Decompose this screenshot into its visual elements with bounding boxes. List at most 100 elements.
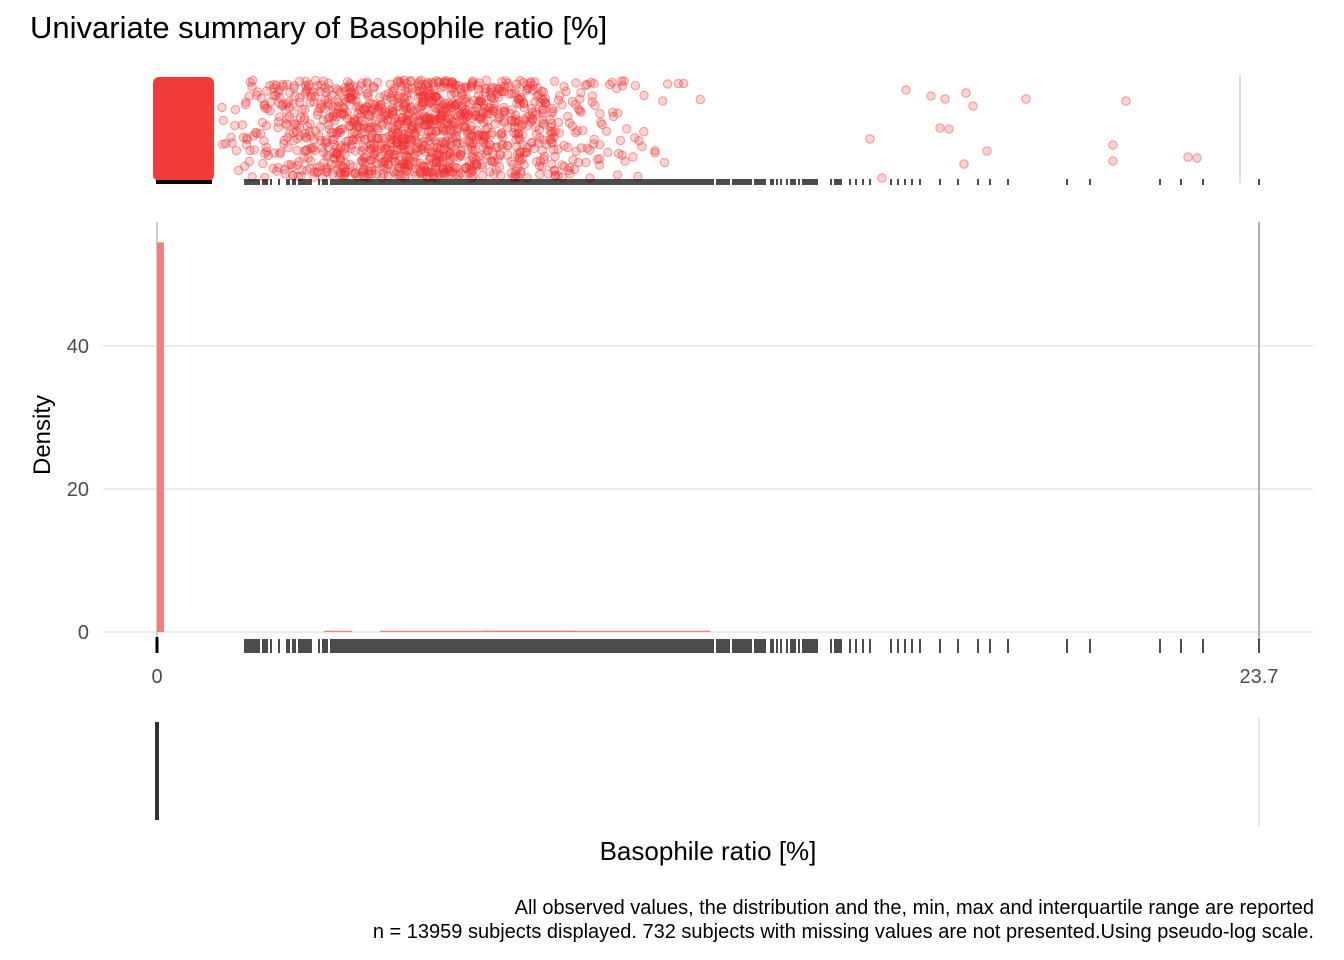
jitter-point <box>349 81 359 91</box>
jitter-point <box>381 143 392 153</box>
jitter-point <box>482 146 492 156</box>
jitter-point <box>451 131 461 141</box>
jitter-point <box>312 110 323 120</box>
jitter-point <box>375 144 386 154</box>
jitter-point <box>324 112 335 122</box>
jitter-point <box>401 86 411 96</box>
jitter-point <box>321 87 331 98</box>
jitter-point <box>476 96 486 106</box>
jitter-point <box>511 129 521 139</box>
jitter-point <box>406 76 416 87</box>
jitter-point <box>474 130 484 141</box>
jitter-point <box>546 128 556 139</box>
jitter-point <box>392 134 402 144</box>
jitter-point <box>452 163 462 173</box>
jitter-point <box>387 87 398 97</box>
jitter-point <box>662 79 673 89</box>
jitter-point <box>611 83 622 94</box>
jitter-point <box>261 142 271 153</box>
jitter-point <box>512 149 522 159</box>
jitter-point <box>961 88 971 98</box>
jitter-point <box>441 139 451 149</box>
jitter-point <box>464 136 474 146</box>
jitter-point <box>414 116 424 127</box>
jitter-point <box>400 129 410 139</box>
jitter-point <box>295 92 305 103</box>
jitter-point <box>511 135 521 145</box>
jitter-point <box>582 143 592 153</box>
jitter-point <box>317 143 327 153</box>
jitter-point <box>539 151 550 162</box>
jitter-point <box>355 132 365 143</box>
jitter-point <box>373 133 384 144</box>
jitter-point <box>301 76 311 87</box>
jitter-point <box>218 115 229 126</box>
jitter-point <box>399 140 409 150</box>
jitter-point <box>959 159 969 169</box>
jitter-point <box>428 113 439 124</box>
jitter-point <box>594 154 605 164</box>
grid-lines <box>103 75 1313 826</box>
jitter-point <box>515 75 526 86</box>
jitter-point <box>436 109 446 120</box>
jitter-point <box>968 101 978 111</box>
jitter-point <box>406 76 416 86</box>
jitter-point <box>301 86 311 97</box>
jitter-point <box>465 98 475 108</box>
jitter-point <box>519 115 529 125</box>
jitter-point <box>403 116 413 126</box>
jitter-point <box>355 81 366 91</box>
jitter-point <box>328 128 338 138</box>
jitter-point <box>368 104 378 115</box>
jitter-point <box>412 86 422 96</box>
jitter-point <box>540 93 550 104</box>
jitter-point <box>434 152 444 163</box>
jitter-point <box>487 156 497 166</box>
jitter-point <box>462 107 472 117</box>
jitter-point <box>522 121 532 131</box>
jitter-point <box>404 134 414 144</box>
jitter-point <box>443 98 453 109</box>
jitter-point <box>385 79 396 89</box>
jitter-point <box>419 162 430 172</box>
jitter-point <box>237 120 248 130</box>
jitter-point <box>468 165 478 175</box>
jitter-point <box>444 149 454 159</box>
jitter-point <box>476 114 487 124</box>
jitter-point <box>497 127 507 138</box>
jitter-point <box>259 136 269 146</box>
jitter-point <box>535 133 545 143</box>
jitter-point <box>442 118 453 128</box>
jitter-point <box>274 85 284 95</box>
jitter-point <box>340 94 350 105</box>
jitter-point <box>537 115 548 125</box>
jitter-point <box>337 109 347 120</box>
jitter-point <box>411 119 421 130</box>
jitter-point <box>471 132 482 142</box>
jitter-point <box>494 112 505 122</box>
jitter-point <box>247 81 257 92</box>
jitter-point <box>553 170 563 181</box>
jitter-point <box>417 92 428 102</box>
jitter-point <box>473 84 484 95</box>
jitter-point <box>258 158 268 169</box>
jitter-point <box>281 120 292 130</box>
jitter-point <box>289 108 299 119</box>
jitter-point <box>529 143 539 154</box>
jitter-point <box>245 145 255 156</box>
jitter-point <box>485 156 496 166</box>
jitter-point <box>400 98 411 108</box>
jitter-point <box>450 169 460 180</box>
jitter-point <box>393 145 403 155</box>
jitter-point <box>392 93 402 104</box>
jitter-point <box>351 119 361 130</box>
jitter-point <box>563 111 573 122</box>
jitter-point <box>455 149 465 159</box>
jitter-point <box>271 90 281 100</box>
jitter-point <box>550 151 560 162</box>
jitter-point <box>292 120 302 131</box>
jitter-point <box>421 80 431 90</box>
jitter-point <box>587 91 598 101</box>
jitter-point <box>383 120 393 131</box>
jitter-point <box>324 85 334 95</box>
